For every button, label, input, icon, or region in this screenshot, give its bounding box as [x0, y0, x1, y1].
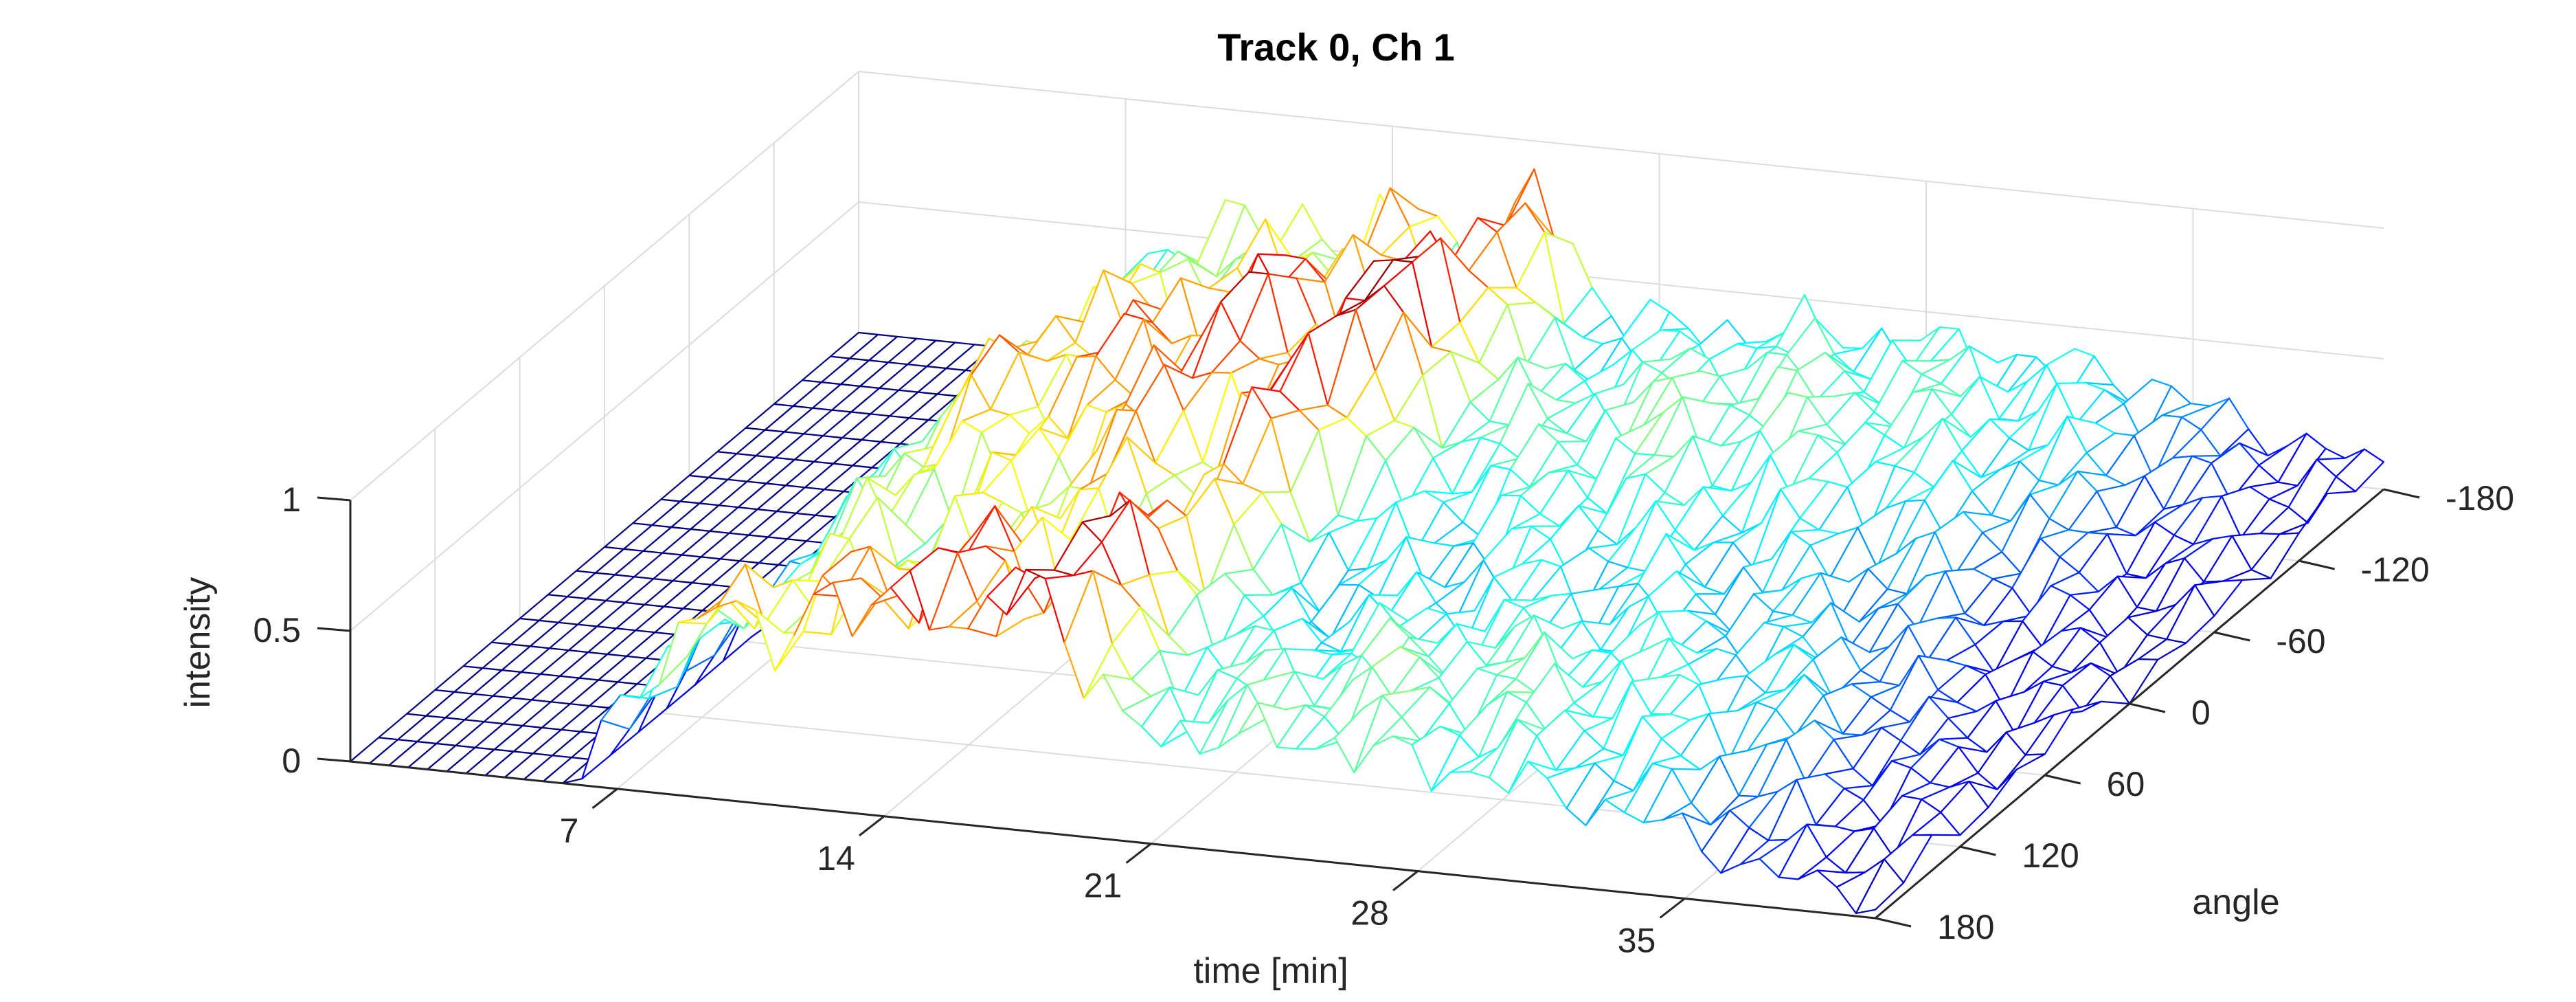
y-tick-mark [1875, 917, 1912, 928]
z-tick-label: 1 [282, 480, 301, 519]
z-tick-label: 0 [282, 742, 301, 780]
x-tick-mark [859, 815, 885, 836]
y-tick-mark [2213, 631, 2250, 642]
y-tick-label: -60 [2276, 622, 2325, 660]
x-tick-label: 21 [1084, 867, 1122, 905]
x-tick-label: 7 [560, 812, 579, 850]
y-tick-label: 0 [2191, 693, 2211, 732]
y-axis-label: angle [2192, 882, 2279, 922]
tick-labels: 7 14 21 28 35 -180 -120 -60 0 60 120 180 0 0.5 1 [253, 479, 2514, 960]
x-tick-label: 35 [1618, 922, 1656, 960]
x-tick-label: 28 [1351, 894, 1389, 933]
y-tick-mark [2129, 702, 2166, 713]
x-tick-mark [1659, 898, 1686, 919]
x-tick-label: 14 [817, 839, 855, 878]
z-tick-mark [317, 757, 351, 763]
x-tick-mark [1125, 843, 1152, 864]
mesh-cell [1855, 858, 1905, 915]
chart-title: Track 0, Ch 1 [1217, 25, 1455, 69]
grid-line-z [858, 201, 2384, 359]
z-tick-mark [317, 627, 351, 632]
x-axis-label: time [min] [1193, 951, 1348, 991]
y-tick-label: 60 [2107, 765, 2145, 803]
z-tick-label: 0.5 [253, 611, 301, 649]
y-tick-label: -120 [2361, 550, 2430, 589]
y-tick-mark [2383, 488, 2420, 499]
z-axis-label: intensity [178, 577, 218, 709]
y-tick-label: -180 [2445, 479, 2514, 517]
z-tick-mark [317, 496, 351, 502]
y-tick-label: 180 [1937, 908, 1994, 946]
y-tick-label: 120 [2022, 836, 2079, 875]
y-tick-mark [2044, 774, 2081, 785]
grid-line-z [858, 71, 2384, 229]
x-axis-line [350, 760, 1876, 920]
y-tick-mark [1959, 845, 1996, 856]
x-tick-mark [1392, 870, 1419, 891]
x-tick-mark [591, 788, 618, 810]
y-tick-mark [2298, 559, 2336, 570]
mesh-surface [349, 168, 2385, 915]
